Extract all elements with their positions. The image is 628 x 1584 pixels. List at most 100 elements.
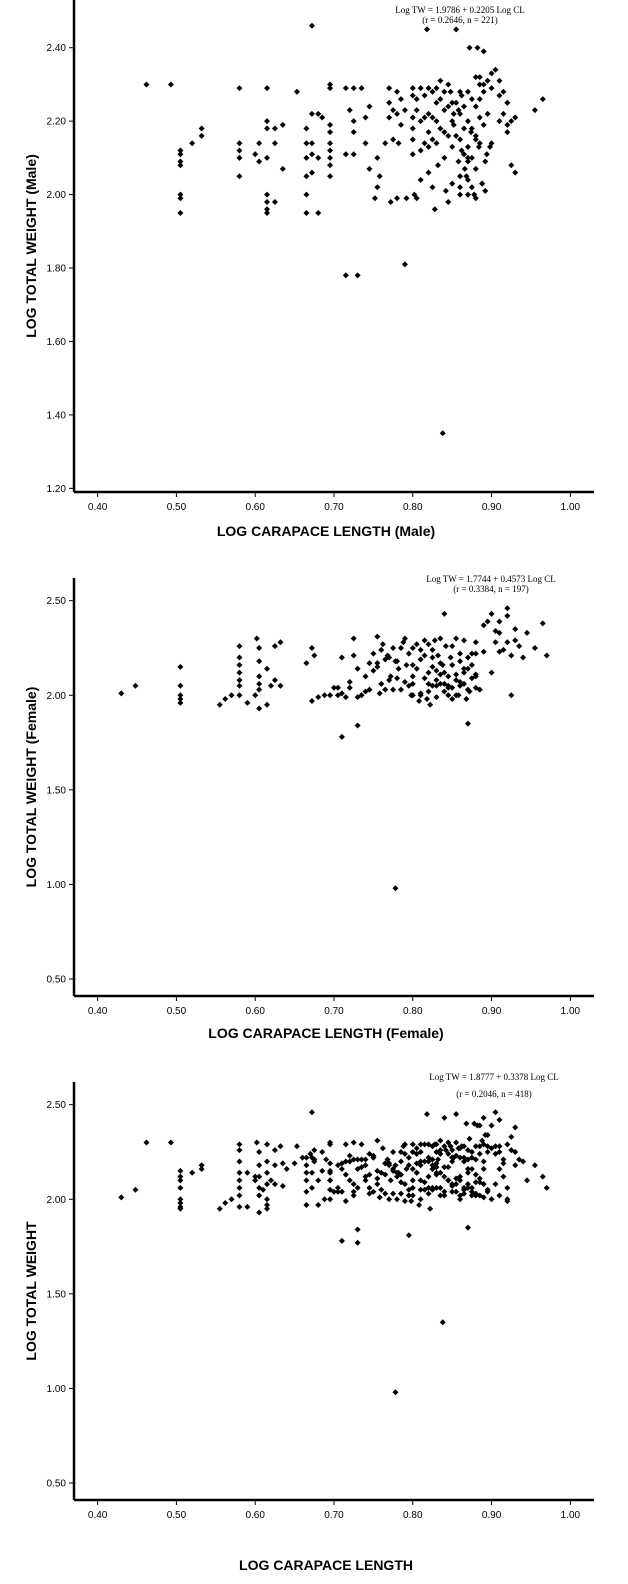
y-tick-label: 0.50 xyxy=(47,1478,67,1489)
data-point xyxy=(308,151,315,158)
y-axis-title: LOG TOTAL WEIGHT xyxy=(23,1221,39,1361)
data-point xyxy=(354,1239,361,1246)
data-point xyxy=(327,1177,334,1184)
data-point xyxy=(405,1232,412,1239)
data-point xyxy=(520,654,527,661)
data-point xyxy=(455,158,462,165)
data-point xyxy=(118,690,125,697)
data-point xyxy=(315,694,322,701)
data-point xyxy=(476,74,483,81)
data-point xyxy=(338,733,345,740)
data-point xyxy=(453,99,460,106)
data-point xyxy=(346,107,353,114)
data-point xyxy=(319,1167,326,1174)
data-point xyxy=(516,643,523,650)
data-point xyxy=(413,665,420,672)
data-point xyxy=(264,1196,271,1203)
data-point xyxy=(450,121,457,128)
data-point xyxy=(488,1196,495,1203)
data-point xyxy=(417,656,424,663)
data-point xyxy=(476,96,483,103)
data-point xyxy=(236,682,243,689)
data-point xyxy=(327,1141,334,1148)
data-point xyxy=(437,1192,444,1199)
data-point xyxy=(267,682,274,689)
data-point xyxy=(472,132,479,139)
data-point xyxy=(321,692,328,699)
data-point xyxy=(508,162,515,169)
data-point xyxy=(496,1166,503,1173)
data-point xyxy=(256,705,263,712)
y-tick-label: 2.20 xyxy=(47,117,67,128)
data-point xyxy=(342,1198,349,1205)
data-point xyxy=(464,1169,471,1176)
data-point xyxy=(441,610,448,617)
data-point xyxy=(236,662,243,669)
data-point xyxy=(472,1143,479,1150)
data-point xyxy=(425,680,432,687)
data-point xyxy=(256,686,263,693)
data-point xyxy=(441,129,448,136)
data-point xyxy=(455,107,462,114)
data-point xyxy=(449,662,456,669)
data-point xyxy=(445,198,452,205)
data-point xyxy=(405,1192,412,1199)
data-point xyxy=(397,1190,404,1197)
x-tick-label: 0.80 xyxy=(403,1510,423,1521)
data-point xyxy=(524,1177,531,1184)
data-point xyxy=(311,1147,318,1154)
data-point xyxy=(433,140,440,147)
data-point xyxy=(457,1192,464,1199)
data-point xyxy=(447,88,454,95)
data-point xyxy=(334,1188,341,1195)
data-point xyxy=(496,1148,503,1155)
data-point xyxy=(445,1164,452,1171)
data-point xyxy=(458,147,465,154)
data-point xyxy=(421,637,428,644)
data-point xyxy=(417,690,424,697)
data-point xyxy=(376,690,383,697)
data-point xyxy=(466,44,473,51)
data-point xyxy=(244,1203,251,1210)
data-point xyxy=(417,1186,424,1193)
data-point xyxy=(484,1188,491,1195)
y-tick-label: 1.80 xyxy=(47,264,67,275)
data-point xyxy=(350,652,357,659)
data-point xyxy=(390,1190,397,1197)
data-point xyxy=(358,1141,365,1148)
data-point xyxy=(334,1162,341,1169)
data-point xyxy=(264,665,271,672)
regression-stats: (r = 0.3384, n = 197) xyxy=(453,584,528,594)
data-point xyxy=(461,637,467,644)
y-tick-label: 1.00 xyxy=(47,880,67,891)
data-point xyxy=(445,1139,452,1146)
regression-equation: Log TW = 1.8777 + 0.3378 Log CL xyxy=(429,1072,559,1082)
data-point xyxy=(315,110,322,117)
data-point xyxy=(256,658,263,665)
data-point xyxy=(308,1184,315,1191)
data-point xyxy=(264,206,271,213)
scatter-chart-3: 0.40 0.50 0.60 0.70 0.80 0.90 1.00 0.50 1.00 1.50… xyxy=(23,1072,594,1573)
data-point xyxy=(417,1196,424,1203)
data-point xyxy=(441,88,448,95)
data-point xyxy=(457,650,464,657)
data-point xyxy=(421,1186,428,1193)
data-point xyxy=(308,110,315,117)
data-point xyxy=(429,1166,436,1173)
data-point xyxy=(308,169,315,176)
data-point xyxy=(334,1184,341,1191)
data-point xyxy=(256,680,263,687)
data-point xyxy=(303,1169,310,1176)
data-point xyxy=(409,662,416,669)
data-point xyxy=(303,191,310,198)
data-point xyxy=(425,129,432,136)
data-point xyxy=(346,684,353,691)
data-point xyxy=(279,121,286,128)
data-point xyxy=(464,191,471,198)
data-point xyxy=(177,158,184,165)
data-point xyxy=(520,1158,527,1165)
data-point xyxy=(334,684,341,691)
y-tick-label: 2.50 xyxy=(47,596,67,607)
data-point xyxy=(475,143,482,150)
data-point xyxy=(476,1192,483,1199)
